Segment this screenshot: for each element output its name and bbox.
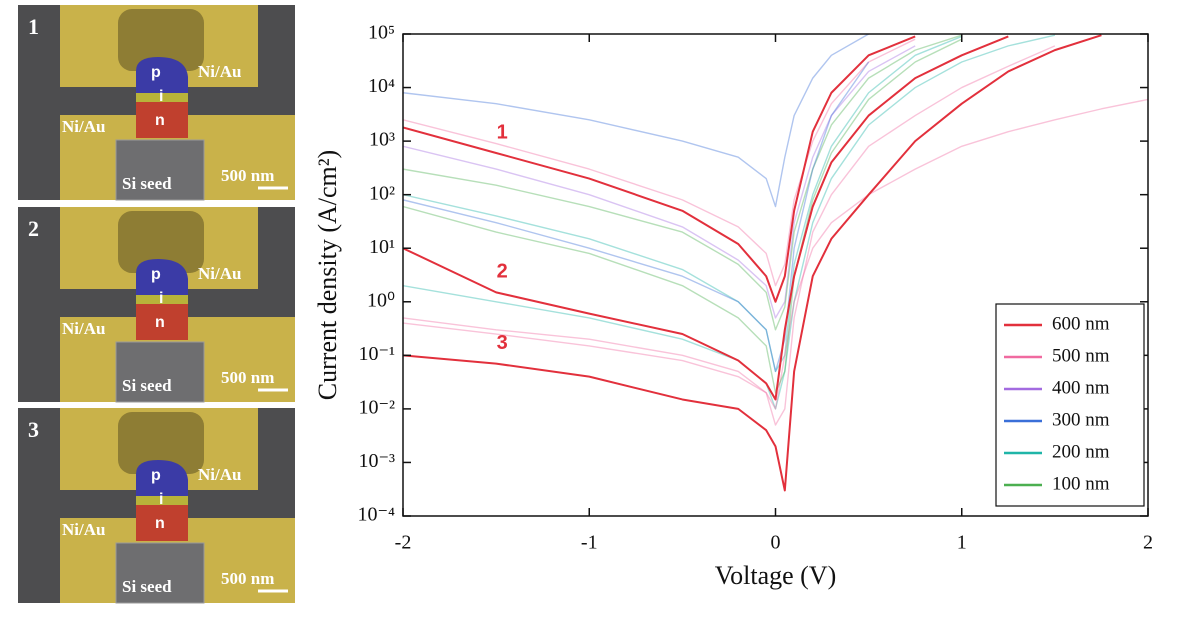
y-tick-label: 10⁵: [368, 22, 395, 44]
x-tick-label: -1: [581, 532, 598, 554]
si-seed: [115, 139, 205, 201]
scale-label: 500 nm: [221, 166, 274, 185]
n-label: n: [155, 112, 165, 129]
seed-label: Si seed: [122, 376, 172, 395]
iv-curve: [403, 35, 1009, 401]
p-layer: [136, 460, 188, 496]
i-label: i: [159, 290, 163, 307]
y-tick-label: 10¹: [369, 236, 395, 258]
legend-label: 400 nm: [1052, 377, 1110, 398]
y-tick-label: 10⁴: [368, 75, 395, 97]
n-label: n: [155, 314, 165, 331]
y-tick-label: 10⁻³: [358, 450, 395, 472]
iv-curve: [403, 45, 916, 319]
p-label: p: [151, 467, 161, 484]
legend-label: 600 nm: [1052, 313, 1110, 334]
iv-curve: [403, 38, 963, 394]
sem-panel: 1 pin Ni/Au Ni/Au Si seed 500 nm: [18, 5, 295, 201]
panel-number: 1: [28, 14, 39, 39]
n-label: n: [155, 515, 165, 532]
x-tick-label: 1: [957, 532, 967, 554]
si-seed: [115, 341, 205, 403]
x-axis-title: Voltage (V): [715, 561, 837, 590]
bottom-contact-label: Ni/Au: [62, 319, 105, 338]
iv-curve: [403, 45, 1056, 426]
legend: 600 nm 500 nm 400 nm 300 nm 200 nm 100 nm: [995, 303, 1145, 507]
scale-label: 500 nm: [221, 569, 274, 588]
y-tick-label: 10⁻¹: [358, 343, 395, 365]
bottom-contact-label: Ni/Au: [62, 117, 105, 136]
iv-curve: [403, 98, 1148, 410]
p-label: p: [151, 64, 161, 81]
scale-label: 500 nm: [221, 368, 274, 387]
n-layer: [136, 102, 188, 138]
top-pocket: [118, 9, 204, 71]
top-contact-label: Ni/Au: [198, 264, 241, 283]
curve-annotation: 1: [497, 121, 508, 143]
y-tick-label: 10³: [369, 129, 395, 151]
iv-curve: [403, 61, 870, 373]
x-tick-label: 0: [771, 532, 781, 554]
panel-number: 3: [28, 417, 39, 442]
i-label: i: [159, 491, 163, 508]
n-layer: [136, 304, 188, 340]
iv-curve: [403, 34, 962, 331]
legend-label: 300 nm: [1052, 409, 1110, 430]
i-layer: [136, 496, 188, 505]
p-layer: [136, 259, 188, 295]
panel-number: 2: [28, 216, 39, 241]
iv-curve: [403, 35, 916, 303]
x-tick-label: -2: [395, 532, 412, 554]
top-contact-label: Ni/Au: [198, 465, 241, 484]
top-contact-label: Ni/Au: [198, 62, 241, 81]
iv-curve: [403, 35, 963, 373]
p-layer: [136, 57, 188, 93]
i-label: i: [159, 88, 163, 105]
iv-curve: [403, 34, 1102, 492]
top-pocket: [118, 412, 204, 474]
chart: 1 2 3 10⁻⁴ 10⁻³ 10⁻² 10⁻¹ 10⁰ 10¹ 10² 10³ 10⁴ 10⁵ -2 -…: [313, 22, 1153, 590]
seed-label: Si seed: [122, 174, 172, 193]
iv-curve: [403, 34, 1056, 410]
iv-curve: [403, 34, 869, 208]
sem-panel: 3 pin Ni/Au Ni/Au Si seed 500 nm: [18, 408, 295, 604]
curve-annotation: 3: [497, 332, 508, 354]
sem-panel: 2 pin Ni/Au Ni/Au Si seed 500 nm: [18, 207, 295, 403]
si-seed: [115, 542, 205, 604]
y-tick-label: 10⁻²: [358, 396, 395, 418]
p-label: p: [151, 266, 161, 283]
legend-label: 200 nm: [1052, 441, 1110, 462]
i-layer: [136, 295, 188, 304]
y-axis-title: Current density (A/cm²): [313, 150, 342, 400]
iv-curve: [403, 38, 916, 287]
legend-label: 100 nm: [1052, 473, 1110, 494]
n-layer: [136, 505, 188, 541]
y-tick-label: 10⁻⁴: [357, 504, 395, 526]
bottom-contact-label: Ni/Au: [62, 520, 105, 539]
curves: [403, 34, 1148, 492]
legend-label: 500 nm: [1052, 345, 1110, 366]
i-layer: [136, 93, 188, 102]
y-tick-label: 10⁰: [367, 289, 395, 311]
legend-box: [995, 303, 1145, 507]
y-tick-label: 10²: [369, 182, 395, 204]
x-tick-label: 2: [1143, 532, 1153, 554]
curve-annotation: 2: [497, 261, 508, 283]
top-pocket: [118, 211, 204, 273]
seed-label: Si seed: [122, 577, 172, 596]
